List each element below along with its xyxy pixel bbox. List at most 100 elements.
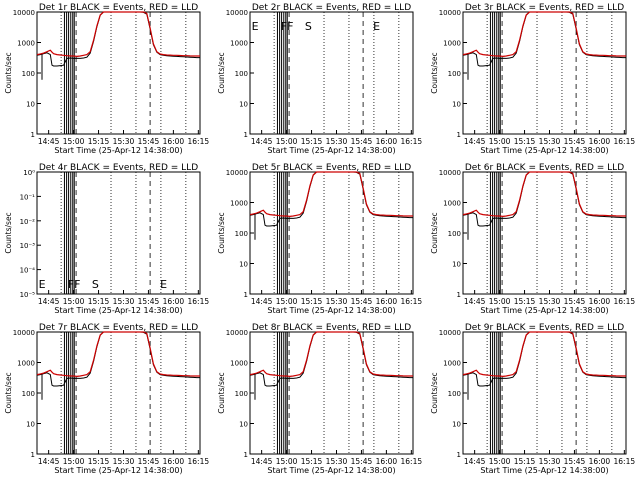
x-tick-label: 16:15: [401, 297, 423, 306]
panel-title: Det 4r BLACK = Events, RED = LLD: [39, 163, 198, 173]
y-tick-label: 100: [448, 70, 461, 78]
y-tick-label: 10000: [226, 169, 248, 177]
y-tick-label: 1: [31, 451, 35, 459]
y-tick-label: 1000: [230, 360, 248, 368]
y-tick-label: 1000: [443, 200, 461, 208]
lld-series-line: [36, 11, 200, 58]
lld-series-line: [249, 171, 413, 218]
x-axis-label: Start Time (25-Apr-12 14:38:00): [267, 466, 395, 475]
y-tick-label: 1000: [230, 200, 248, 208]
x-tick-label: 14:45: [464, 457, 486, 466]
flag-label: S: [305, 20, 312, 33]
y-tick-label: 1: [244, 451, 248, 459]
y-tick-label: 1: [244, 131, 248, 139]
x-axis-label: Start Time (25-Apr-12 14:38:00): [480, 146, 608, 155]
y-axis-label: Counts/sec: [430, 372, 439, 413]
x-tick-label: 15:30: [539, 137, 561, 146]
x-tick-label: 14:45: [251, 297, 273, 306]
y-axis-label: Counts/sec: [217, 372, 226, 413]
y-tick-label: 10⁻³: [20, 242, 36, 250]
x-tick-label: 15:30: [326, 137, 348, 146]
x-axis-label: Start Time (25-Apr-12 14:38:00): [267, 306, 395, 315]
x-tick-label: 14:45: [251, 137, 273, 146]
y-tick-label: 1: [244, 291, 248, 299]
x-tick-label: 15:30: [539, 457, 561, 466]
x-tick-label: 15:00: [489, 457, 511, 466]
x-tick-label: 15:30: [113, 457, 135, 466]
y-tick-label: 100: [235, 390, 248, 398]
panel-title: Det 7r BLACK = Events, RED = LLD: [39, 323, 198, 333]
x-tick-label: 15:15: [88, 457, 110, 466]
x-tick-label: 15:15: [301, 297, 323, 306]
y-tick-label: 10000: [439, 169, 461, 177]
x-tick-label: 16:00: [376, 457, 398, 466]
flag-label: E: [252, 20, 259, 33]
y-tick-label: 100: [22, 390, 35, 398]
x-tick-label: 15:30: [113, 297, 135, 306]
x-tick-label: 15:15: [301, 457, 323, 466]
y-tick-label: 10: [452, 101, 461, 109]
y-tick-label: 100: [235, 70, 248, 78]
y-tick-label: 10000: [226, 9, 248, 17]
panel-title: Det 5r BLACK = Events, RED = LLD: [252, 163, 411, 173]
x-tick-label: 16:15: [614, 137, 636, 146]
y-tick-label: 1000: [17, 360, 35, 368]
x-tick-label: 15:45: [564, 137, 586, 146]
x-tick-label: 16:15: [188, 297, 210, 306]
y-tick-label: 10⁻⁵: [20, 291, 36, 299]
y-tick-label: 10: [452, 261, 461, 269]
y-axis-label: Counts/sec: [217, 212, 226, 253]
flag-label: FF: [68, 278, 81, 291]
lld-series-line: [462, 11, 626, 58]
x-tick-label: 16:15: [188, 457, 210, 466]
y-axis-label: Counts/sec: [4, 212, 13, 253]
y-axis-label: Counts/sec: [430, 212, 439, 253]
y-tick-label: 10: [239, 101, 248, 109]
x-tick-label: 16:15: [614, 297, 636, 306]
flag-label: E: [160, 278, 167, 291]
x-tick-label: 16:00: [589, 137, 611, 146]
x-tick-label: 15:15: [514, 137, 536, 146]
y-tick-label: 1: [457, 291, 461, 299]
y-tick-label: 100: [22, 70, 35, 78]
x-axis-label: Start Time (25-Apr-12 14:38:00): [480, 466, 608, 475]
flag-label: E: [373, 20, 380, 33]
x-tick-label: 16:00: [589, 457, 611, 466]
y-tick-label: 100: [235, 230, 248, 238]
x-tick-label: 15:30: [326, 297, 348, 306]
x-tick-label: 15:45: [351, 297, 373, 306]
x-axis-label: Start Time (25-Apr-12 14:38:00): [267, 146, 395, 155]
x-tick-label: 15:30: [539, 297, 561, 306]
y-tick-label: 10000: [226, 329, 248, 337]
y-axis-label: Counts/sec: [4, 52, 13, 93]
flag-label: FF: [281, 20, 294, 33]
y-axis-label: Counts/sec: [217, 52, 226, 93]
flag-label: E: [39, 278, 46, 291]
x-tick-label: 15:45: [351, 137, 373, 146]
x-tick-label: 15:00: [276, 457, 298, 466]
x-tick-label: 15:45: [138, 297, 160, 306]
y-tick-label: 1000: [17, 40, 35, 48]
panel-title: Det 8r BLACK = Events, RED = LLD: [252, 323, 411, 333]
x-tick-label: 16:15: [614, 457, 636, 466]
x-tick-label: 14:45: [251, 457, 273, 466]
x-axis-label: Start Time (25-Apr-12 14:38:00): [480, 306, 608, 315]
lld-series-line: [462, 331, 626, 378]
y-axis-label: Counts/sec: [4, 372, 13, 413]
y-tick-label: 10⁰: [23, 169, 35, 177]
y-tick-label: 10: [239, 421, 248, 429]
x-axis-label: Start Time (25-Apr-12 14:38:00): [54, 146, 182, 155]
y-tick-label: 10000: [439, 9, 461, 17]
x-tick-label: 16:00: [376, 137, 398, 146]
lld-series-line: [36, 331, 200, 378]
lld-series-line: [249, 331, 413, 378]
x-tick-label: 15:00: [63, 137, 85, 146]
x-tick-label: 15:00: [276, 297, 298, 306]
x-tick-label: 15:45: [138, 457, 160, 466]
